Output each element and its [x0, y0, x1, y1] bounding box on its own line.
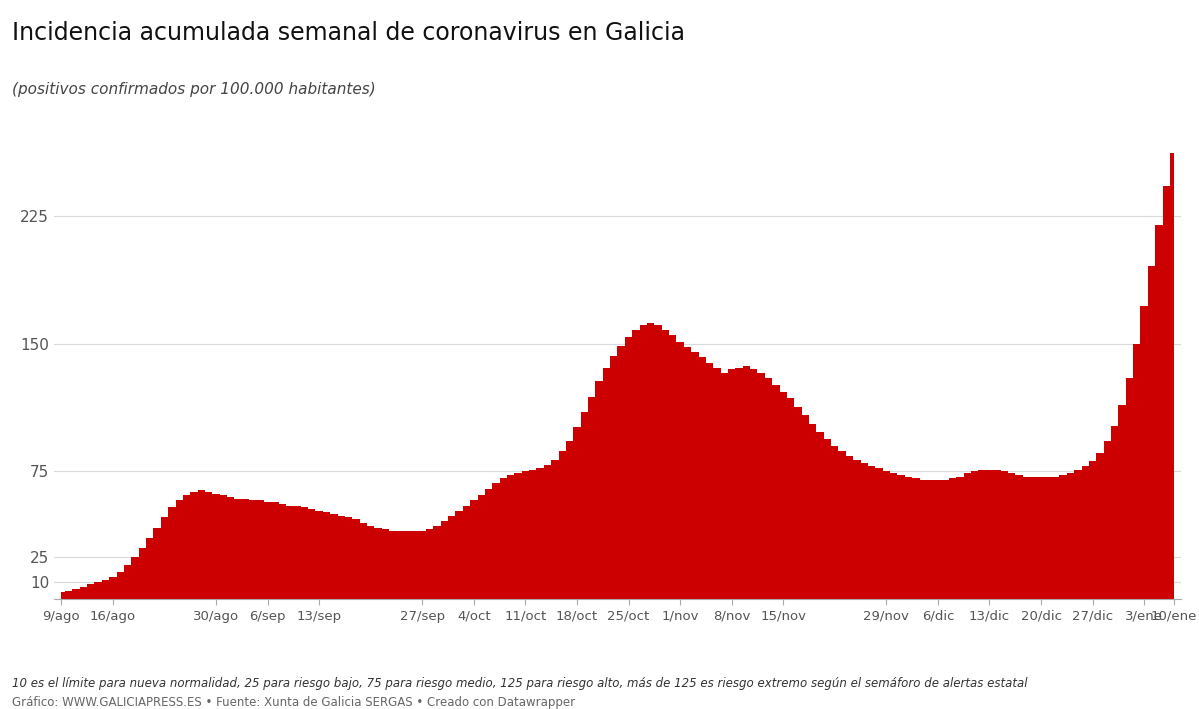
- Text: Incidencia acumulada semanal de coronavirus en Galicia: Incidencia acumulada semanal de coronavi…: [12, 21, 685, 45]
- Text: 10 es el límite para nueva normalidad, 25 para riesgo bajo, 75 para riesgo medio: 10 es el límite para nueva normalidad, 2…: [12, 677, 1028, 690]
- Text: (positivos confirmados por 100.000 habitantes): (positivos confirmados por 100.000 habit…: [12, 82, 375, 96]
- Text: Gráfico: WWW.GALICIAPRESS.ES • Fuente: Xunta de Galicia SERGAS • Creado con Data: Gráfico: WWW.GALICIAPRESS.ES • Fuente: X…: [12, 696, 576, 709]
